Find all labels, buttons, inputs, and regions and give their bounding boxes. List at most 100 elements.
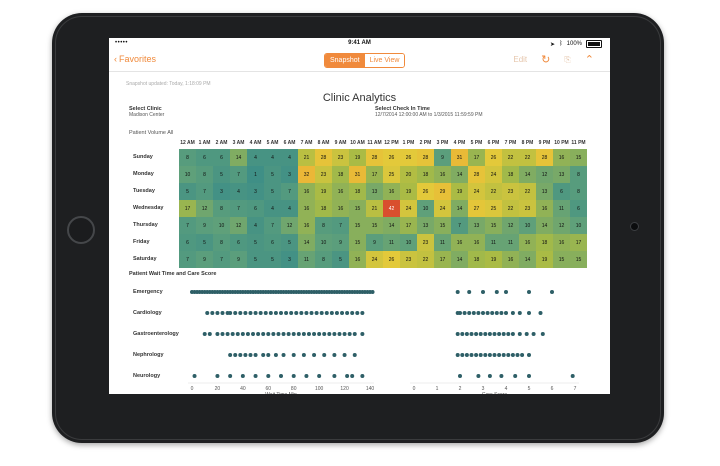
heatmap-cell[interactable]: 13 — [468, 217, 485, 234]
care-score-dot[interactable] — [478, 353, 483, 357]
care-score-dot[interactable] — [494, 311, 499, 315]
wait-time-dot[interactable] — [324, 311, 329, 315]
heatmap-cell[interactable]: 18 — [315, 200, 332, 217]
heatmap-cell[interactable]: 9 — [230, 251, 247, 268]
wait-time-dot[interactable] — [322, 353, 327, 357]
heatmap-cell[interactable]: 5 — [247, 251, 264, 268]
heatmap-cell[interactable]: 17 — [570, 234, 587, 251]
heatmap-cell[interactable]: 17 — [366, 166, 383, 183]
back-button[interactable]: ‹ Favorites — [114, 54, 156, 64]
care-score-dot[interactable] — [483, 353, 488, 357]
heatmap-cell[interactable]: 7 — [179, 251, 196, 268]
share-icon[interactable]: ⎘ — [564, 54, 571, 64]
wait-time-dot[interactable] — [314, 311, 319, 315]
select-time-filter[interactable]: Select Check In Time 12/7/2014 12:00:00 … — [375, 106, 483, 118]
wait-time-dot[interactable] — [243, 353, 248, 357]
wait-time-dot[interactable] — [347, 332, 352, 336]
patient-volume-filter[interactable]: Patient Volume All — [129, 130, 174, 136]
heatmap-cell[interactable]: 6 — [553, 183, 570, 200]
wait-time-dot[interactable] — [271, 332, 276, 336]
heatmap-cell[interactable]: 17 — [400, 217, 417, 234]
wait-time-dot[interactable] — [291, 332, 296, 336]
heatmap-cell[interactable]: 3 — [281, 166, 298, 183]
heatmap-cell[interactable]: 12 — [230, 217, 247, 234]
wait-time-dot[interactable] — [284, 311, 289, 315]
wait-time-dot[interactable] — [261, 332, 266, 336]
heatmap-cell[interactable]: 6 — [264, 234, 281, 251]
wait-time-dot[interactable] — [251, 332, 256, 336]
heatmap-cell[interactable]: 15 — [570, 251, 587, 268]
heatmap-cell[interactable]: 17 — [179, 200, 196, 217]
care-score-dot[interactable] — [550, 290, 554, 294]
wait-time-dot[interactable] — [230, 332, 235, 336]
heatmap-cell[interactable]: 19 — [536, 251, 553, 268]
wait-time-dot[interactable] — [360, 311, 365, 315]
heatmap-cell[interactable]: 18 — [417, 166, 434, 183]
heatmap-cell[interactable]: 13 — [553, 166, 570, 183]
care-score-dot[interactable] — [501, 332, 506, 336]
care-score-dot[interactable] — [570, 374, 575, 378]
care-score-dot[interactable] — [474, 353, 479, 357]
care-score-dot[interactable] — [492, 332, 497, 336]
heatmap-cell[interactable]: 19 — [349, 149, 366, 166]
segment-snapshot[interactable]: Snapshot — [325, 54, 365, 67]
heatmap-cell[interactable]: 5 — [247, 234, 264, 251]
heatmap-cell[interactable]: 7 — [230, 166, 247, 183]
care-score-dot[interactable] — [469, 332, 474, 336]
heatmap-cell[interactable]: 14 — [451, 251, 468, 268]
care-score-dot[interactable] — [474, 332, 479, 336]
care-score-dot[interactable] — [467, 290, 472, 294]
wait-time-dot[interactable] — [291, 374, 296, 378]
heatmap-cell[interactable]: 23 — [332, 149, 349, 166]
heatmap-cell[interactable]: 10 — [213, 217, 230, 234]
wait-time-dot[interactable] — [360, 374, 365, 378]
heatmap-cell[interactable]: 11 — [298, 251, 315, 268]
heatmap-cell[interactable]: 4 — [247, 217, 264, 234]
heatmap-cell[interactable]: 22 — [417, 251, 434, 268]
heatmap-cell[interactable]: 5 — [213, 166, 230, 183]
heatmap-cell[interactable]: 15 — [349, 217, 366, 234]
heatmap-cell[interactable]: 11 — [502, 234, 519, 251]
heatmap-cell[interactable]: 7 — [332, 217, 349, 234]
care-score-dot[interactable] — [540, 332, 545, 336]
wait-time-dot[interactable] — [266, 374, 271, 378]
wait-time-dot[interactable] — [342, 353, 347, 357]
care-score-dot[interactable] — [510, 353, 515, 357]
wait-time-dot[interactable] — [210, 311, 215, 315]
heatmap-cell[interactable]: 24 — [434, 200, 451, 217]
wait-time-dot[interactable] — [312, 332, 317, 336]
heatmap-cell[interactable]: 18 — [502, 166, 519, 183]
heatmap-cell[interactable]: 16 — [332, 183, 349, 200]
heatmap-cell[interactable]: 15 — [553, 251, 570, 268]
heatmap-cell[interactable]: 26 — [383, 251, 400, 268]
wait-time-dot[interactable] — [350, 311, 355, 315]
heatmap-cell[interactable]: 16 — [468, 234, 485, 251]
heatmap-cell[interactable]: 4 — [264, 200, 281, 217]
wait-time-dot[interactable] — [253, 374, 258, 378]
care-score-dot[interactable] — [483, 332, 488, 336]
refresh-icon[interactable]: ↻ — [541, 54, 551, 66]
heatmap-cell[interactable]: 22 — [502, 200, 519, 217]
wait-time-dot[interactable] — [327, 332, 332, 336]
heatmap-cell[interactable]: 17 — [434, 251, 451, 268]
heatmap-cell[interactable]: 8 — [570, 183, 587, 200]
heatmap-cell[interactable]: 22 — [519, 149, 536, 166]
heatmap-cell[interactable]: 25 — [485, 200, 502, 217]
heatmap-cell[interactable]: 10 — [519, 217, 536, 234]
wait-time-dot[interactable] — [337, 332, 342, 336]
care-score-dot[interactable] — [510, 311, 515, 315]
heatmap-cell[interactable]: 12 — [196, 200, 213, 217]
care-score-dot[interactable] — [501, 353, 506, 357]
heatmap-cell[interactable]: 15 — [349, 234, 366, 251]
wait-time-dot[interactable] — [296, 332, 301, 336]
wait-time-dot[interactable] — [240, 332, 245, 336]
heatmap-cell[interactable]: 16 — [434, 166, 451, 183]
care-score-dot[interactable] — [460, 353, 465, 357]
heatmap-cell[interactable]: 24 — [366, 251, 383, 268]
care-score-dot[interactable] — [487, 374, 492, 378]
wait-time-dot[interactable] — [294, 311, 299, 315]
heatmap-cell[interactable]: 3 — [281, 251, 298, 268]
wait-time-dot[interactable] — [228, 374, 233, 378]
care-score-dot[interactable] — [481, 311, 485, 315]
heatmap-cell[interactable]: 23 — [400, 251, 417, 268]
